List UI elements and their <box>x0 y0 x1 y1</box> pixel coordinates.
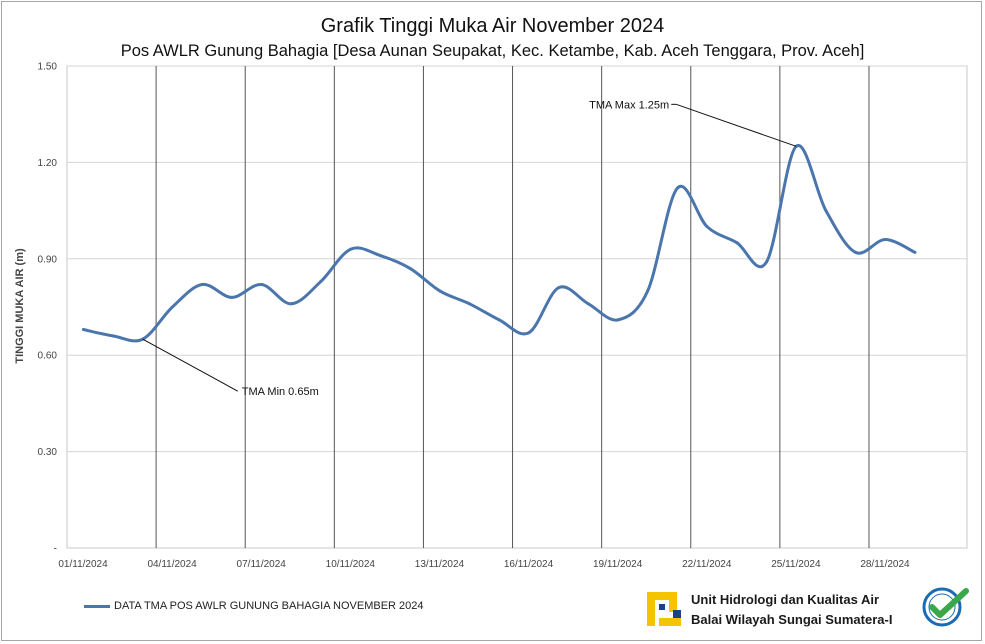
organization-name: Unit Hidrologi dan Kualitas Air Balai Wi… <box>691 590 892 630</box>
x-tick-label: 07/11/2024 <box>237 559 287 570</box>
data-point <box>824 209 828 213</box>
data-point <box>557 286 561 290</box>
data-point <box>497 318 501 322</box>
x-tick-label: 28/11/2024 <box>860 559 910 570</box>
data-point <box>81 327 85 331</box>
data-point <box>616 318 620 322</box>
data-point <box>675 186 679 190</box>
data-point <box>260 283 264 287</box>
org-line-2: Balai Wilayah Sungai Sumatera-I <box>691 612 893 627</box>
data-point <box>230 295 234 299</box>
data-point <box>289 302 293 306</box>
x-tick-label: 10/11/2024 <box>326 559 376 570</box>
org-line-1: Unit Hidrologi dan Kualitas Air <box>691 592 880 607</box>
data-point <box>705 225 709 229</box>
y-tick-label: - <box>54 544 57 555</box>
annotation-leader <box>676 103 797 147</box>
plot-area <box>66 65 968 549</box>
data-point <box>735 241 739 245</box>
data-point <box>883 238 887 242</box>
chart-title: Grafik Tinggi Muka Air November 2024 <box>320 15 665 37</box>
y-tick-label: 1.50 <box>38 62 58 73</box>
iso-certified-icon <box>922 587 969 627</box>
annotation-label: TMA Max 1.25m <box>589 99 669 111</box>
legend-label: DATA TMA POS AWLR GUNUNG BAHAGIA NOVEMBE… <box>114 600 424 612</box>
data-point <box>200 283 204 287</box>
x-tick-label: 04/11/2024 <box>147 559 197 570</box>
x-tick-label: 16/11/2024 <box>504 559 554 570</box>
data-point <box>349 247 353 251</box>
x-tick-label: 25/11/2024 <box>771 559 821 570</box>
y-tick-label: 0.60 <box>38 351 58 362</box>
annotation-label: TMA Min 0.65m <box>242 386 319 398</box>
data-point <box>378 254 382 258</box>
chart-subtitle: Pos AWLR Gunung Bahagia [Desa Aunan Seup… <box>120 42 865 60</box>
data-point <box>646 289 650 293</box>
y-tick-label: 0.90 <box>38 254 58 265</box>
data-point <box>527 331 531 335</box>
data-point <box>913 250 917 254</box>
data-point <box>467 302 471 306</box>
data-point <box>319 279 323 283</box>
data-point <box>438 289 442 293</box>
data-point <box>170 305 174 309</box>
data-point <box>111 334 115 338</box>
pu-logo-icon <box>647 592 681 626</box>
data-point <box>408 266 412 270</box>
legend: DATA TMA POS AWLR GUNUNG BAHAGIA NOVEMBE… <box>84 600 424 612</box>
series-line <box>82 144 916 343</box>
x-tick-label: 22/11/2024 <box>682 559 732 570</box>
x-tick-label: 19/11/2024 <box>593 559 643 570</box>
x-tick-label: 13/11/2024 <box>415 559 465 570</box>
data-point <box>854 250 858 254</box>
x-tick-label: 01/11/2024 <box>58 559 108 570</box>
legend-line-swatch <box>84 604 110 608</box>
data-point <box>765 260 769 264</box>
y-tick-label: 0.30 <box>38 447 58 458</box>
y-tick-label: 1.20 <box>38 158 58 169</box>
annotation-leader <box>142 338 238 392</box>
data-point <box>586 302 590 306</box>
